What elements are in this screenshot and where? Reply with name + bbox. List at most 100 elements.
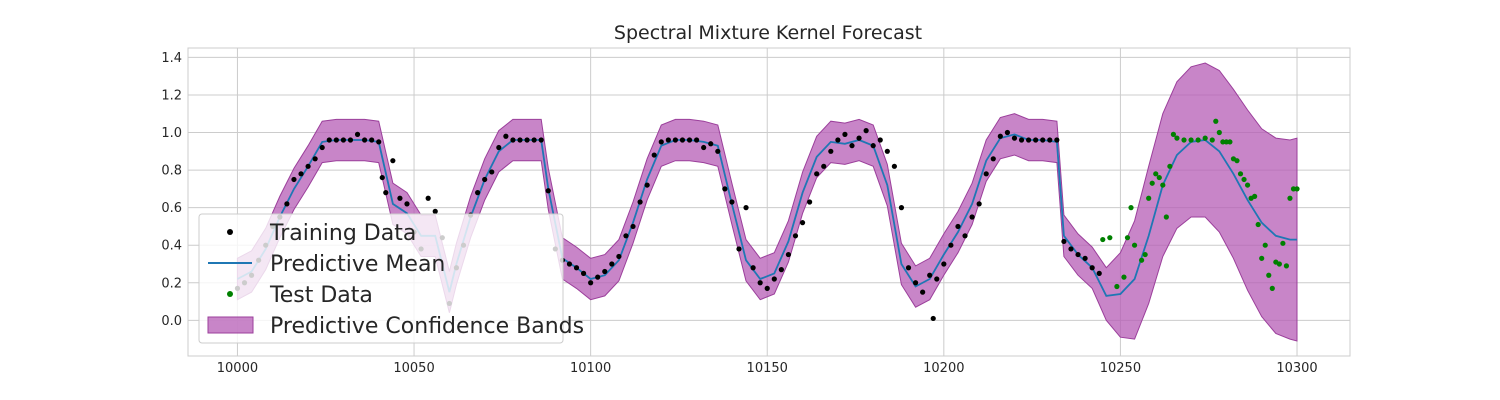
training-point (1082, 255, 1088, 261)
training-point (955, 223, 961, 230)
test-point (1146, 195, 1152, 201)
training-point (905, 265, 912, 271)
y-tick-label: 0.0 (161, 314, 182, 329)
training-point (340, 137, 347, 143)
training-point (828, 148, 834, 154)
test-point (1188, 137, 1194, 143)
training-point (305, 163, 311, 169)
confidence-band (236, 62, 1298, 342)
test-point (1276, 261, 1282, 267)
x-tick-label: 10300 (1276, 361, 1317, 376)
test-point (1213, 118, 1219, 124)
legend-patch (207, 316, 254, 334)
test-point (1259, 255, 1265, 261)
training-point (792, 233, 799, 239)
training-point (361, 137, 368, 143)
confidence-band-layer (236, 62, 1298, 342)
legend-label: Test Data (269, 283, 373, 308)
training-point (538, 137, 544, 143)
test-point (1100, 236, 1106, 243)
training-point (1089, 265, 1095, 271)
test-point (1160, 182, 1166, 188)
test-point (1195, 137, 1201, 143)
training-point (524, 137, 530, 143)
training-point (884, 148, 890, 154)
training-point (354, 131, 361, 137)
test-point (1181, 137, 1187, 143)
training-point (347, 137, 354, 143)
training-point (771, 276, 777, 282)
training-point (404, 201, 410, 207)
training-point (496, 144, 502, 151)
training-point (715, 148, 721, 154)
training-point (835, 137, 841, 143)
training-point (333, 137, 339, 143)
training-point (785, 251, 792, 258)
training-point (623, 233, 629, 239)
test-point (1142, 251, 1148, 258)
training-point (941, 261, 947, 267)
test-point (1234, 158, 1240, 164)
training-point (870, 143, 876, 149)
training-point (637, 199, 643, 205)
test-point (1216, 129, 1222, 136)
training-point (1047, 137, 1053, 143)
training-point (920, 289, 926, 295)
training-point (489, 169, 495, 175)
training-point (432, 208, 438, 214)
training-point (948, 242, 954, 248)
training-point (764, 285, 770, 291)
training-point (693, 137, 700, 143)
y-tick-label: 0.6 (161, 201, 182, 216)
test-point (1252, 193, 1258, 199)
training-point (630, 223, 636, 230)
training-point (1096, 270, 1102, 276)
training-point (397, 195, 403, 201)
training-point (602, 268, 608, 275)
training-point (1040, 137, 1046, 143)
legend-label: Predictive Confidence Bands (270, 314, 584, 339)
training-point (291, 176, 297, 183)
training-point (425, 195, 431, 201)
test-point (1294, 186, 1300, 192)
test-point (1255, 221, 1261, 228)
test-point (1262, 242, 1268, 248)
training-point (588, 280, 594, 286)
test-point (1269, 285, 1275, 291)
training-point (976, 201, 982, 207)
training-point (1018, 137, 1025, 143)
test-point (1174, 135, 1180, 141)
training-point (708, 141, 714, 147)
training-point (517, 137, 523, 143)
training-point (842, 131, 848, 137)
legend-label: Training Data (269, 221, 416, 246)
y-tick-label: 0.4 (161, 239, 182, 254)
training-point (814, 171, 820, 177)
training-point (807, 199, 813, 205)
test-point (1114, 283, 1120, 290)
training-point (1025, 137, 1032, 143)
training-point (545, 188, 551, 194)
test-point (1139, 257, 1145, 263)
training-point (849, 143, 855, 149)
test-point (1241, 176, 1247, 183)
training-point (686, 137, 693, 143)
chart-title: Spectral Mixture Kernel Forecast (614, 22, 922, 44)
x-tick-label: 10000 (217, 361, 258, 376)
training-point (1011, 135, 1018, 141)
y-axis-ticks: 0.0 0.2 0.4 0.6 0.8 1.0 1.2 1.4 (161, 51, 182, 329)
training-point (312, 156, 318, 162)
training-point (1075, 251, 1081, 258)
training-point (644, 182, 650, 188)
training-point (319, 144, 325, 151)
training-point (934, 276, 940, 282)
training-point (379, 174, 385, 181)
test-point (1128, 205, 1134, 211)
test-point (1227, 139, 1233, 145)
test-point (1167, 163, 1173, 169)
training-point (962, 233, 968, 239)
training-point (1054, 137, 1060, 143)
x-tick-label: 10050 (393, 361, 434, 376)
training-point (672, 137, 679, 143)
training-point (757, 280, 763, 286)
